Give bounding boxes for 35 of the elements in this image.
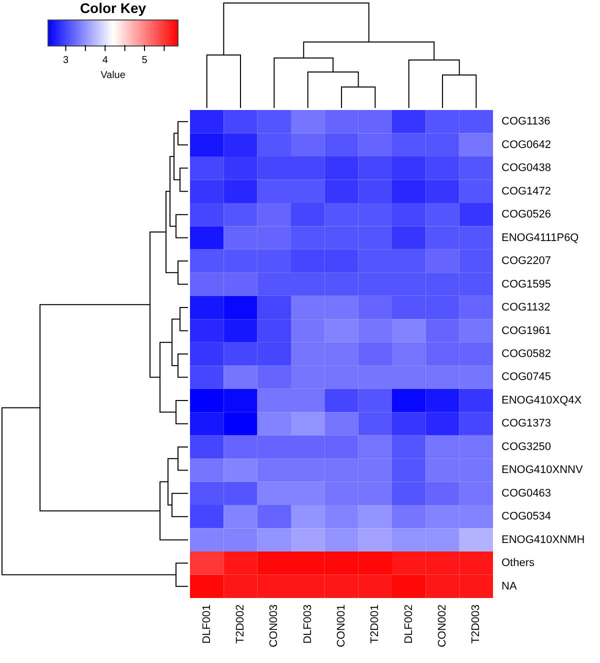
x-tick-label: T2D001 — [369, 604, 382, 644]
x-tick-label: DLF001 — [200, 604, 213, 644]
x-tick-label: CON003 — [268, 604, 280, 648]
y-tick-label: COG0582 — [502, 348, 552, 360]
y-tick-label: COG1595 — [502, 278, 552, 290]
x-tick-label: CON001 — [336, 604, 348, 648]
y-tick-label: COG1132 — [502, 302, 550, 314]
y-tick-label: COG0745 — [502, 371, 552, 384]
color-bar-label: 5 — [142, 55, 148, 66]
y-tick-label: ENOG4111P6Q — [502, 232, 580, 244]
y-tick-label: COG0463 — [502, 487, 552, 500]
y-tick-label: COG1961 — [502, 324, 552, 337]
y-tick-label: NA — [502, 580, 518, 592]
y-tick-label: COG0642 — [502, 138, 552, 151]
y-tick-label: COG1472 — [502, 185, 552, 198]
y-tick-label: ENOG410XNNV — [502, 464, 584, 476]
y-tick-label: COG0438 — [502, 162, 552, 174]
color-bar-title: Value — [100, 70, 126, 81]
x-tick-label: T2D002 — [234, 604, 246, 644]
legend-title: Color Key — [80, 0, 146, 16]
x-tick-label: DLF002 — [402, 604, 415, 644]
color-bar-label: 4 — [102, 55, 108, 66]
y-tick-label: COG2207 — [502, 255, 552, 268]
y-tick-label: COG0534 — [502, 510, 552, 523]
x-tick-label: CON002 — [436, 604, 448, 648]
y-tick-label: Others — [502, 557, 536, 570]
x-tick-label: DLF003 — [302, 604, 314, 644]
y-tick-label: ENOG410XQ4X — [502, 394, 582, 406]
y-tick-label: COG1373 — [502, 418, 552, 430]
x-tick-label: T2D003 — [470, 604, 482, 644]
y-tick-label: ENOG410XNMH — [502, 534, 585, 546]
y-tick-label: COG0526 — [502, 208, 552, 221]
color-bar-label: 3 — [62, 55, 69, 66]
y-tick-label: COG1136 — [502, 116, 550, 128]
y-tick-label: COG3250 — [502, 440, 552, 453]
